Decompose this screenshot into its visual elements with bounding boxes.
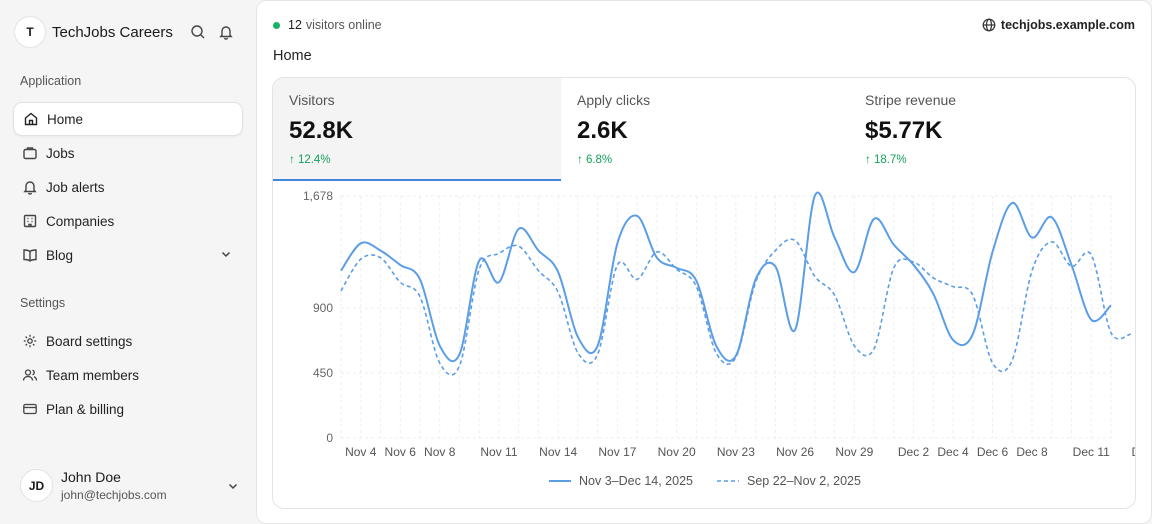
credit-card-icon	[21, 400, 39, 418]
settings-nav: Board settings Team members Plan & billi…	[13, 324, 243, 426]
chevron-down-icon[interactable]	[219, 247, 233, 264]
sidebar-item-label: Jobs	[46, 145, 75, 161]
x-tick-label: Nov 17	[598, 445, 636, 459]
online-count: 12	[288, 18, 302, 32]
stat-change: ↑ 12.4%	[289, 154, 331, 166]
y-tick-label: 900	[313, 301, 333, 315]
online-text: visitors online	[305, 18, 382, 32]
sidebar-item-label: Plan & billing	[46, 401, 125, 417]
x-tick-label: Nov 29	[835, 445, 873, 459]
stat-change: ↑ 6.8%	[577, 154, 613, 166]
sidebar-item-board-settings[interactable]: Board settings	[13, 324, 243, 358]
stat-change: ↑ 18.7%	[865, 154, 907, 166]
tab-apply-clicks[interactable]: Apply clicks 2.6K ↑ 6.8%	[561, 78, 849, 181]
x-tick-label: Dec 4	[937, 445, 969, 459]
sidebar-item-label: Home	[47, 111, 84, 127]
sidebar: T TechJobs Careers Application Home Jobs…	[0, 0, 256, 524]
site-domain: techjobs.example.com	[1000, 18, 1135, 32]
application-nav: Home Jobs Job alerts Companies Blog	[13, 102, 243, 272]
globe-icon	[982, 18, 996, 32]
x-tick-label: Nov 14	[539, 445, 577, 459]
legend-label: Sep 22–Nov 2, 2025	[746, 474, 861, 488]
avatar: JD	[20, 469, 53, 502]
sidebar-item-jobs[interactable]: Jobs	[13, 136, 243, 170]
briefcase-icon	[21, 144, 39, 162]
x-tick-label: Dec 8	[1016, 445, 1048, 459]
stat-value: 2.6K	[577, 117, 628, 144]
main-panel: 12 visitors online techjobs.example.com …	[256, 0, 1152, 524]
sidebar-item-plan-billing[interactable]: Plan & billing	[13, 392, 243, 426]
x-tick-label: Nov 4	[345, 445, 377, 459]
users-icon	[21, 366, 39, 384]
x-tick-label: Nov 26	[776, 445, 814, 459]
bell-icon	[21, 178, 39, 196]
brand-logo: T	[14, 16, 46, 48]
user-name: John Doe	[61, 469, 121, 485]
sidebar-item-companies[interactable]: Companies	[13, 204, 243, 238]
legend-item-current: Nov 3–Dec 14, 2025	[549, 474, 693, 488]
user-email: john@techjobs.com	[61, 488, 167, 502]
sidebar-item-blog[interactable]: Blog	[13, 238, 243, 272]
x-tick-label: Dec 2	[898, 445, 930, 459]
home-icon	[22, 110, 40, 128]
sidebar-item-home[interactable]: Home	[13, 102, 243, 136]
x-tick-label: Nov 11	[480, 445, 517, 459]
y-tick-label: 0	[326, 431, 333, 445]
site-domain-link[interactable]: techjobs.example.com	[982, 18, 1135, 32]
user-menu[interactable]: JD John Doe john@techjobs.com	[20, 469, 240, 502]
x-tick-label: Dec 11	[1073, 445, 1110, 459]
x-tick-label: Nov 20	[658, 445, 696, 459]
sidebar-item-label: Team members	[46, 367, 140, 383]
x-tick-label: Nov 6	[385, 445, 417, 459]
online-indicator: 12 visitors online	[273, 18, 382, 32]
brand-name: TechJobs Careers	[52, 23, 173, 41]
online-dot-icon	[273, 21, 280, 29]
x-tick-label: Dec 6	[977, 445, 1009, 459]
page-title: Home	[273, 48, 312, 64]
sidebar-item-label: Board settings	[46, 333, 133, 349]
stat-label: Apply clicks	[577, 92, 651, 108]
chevron-down-icon[interactable]	[226, 479, 240, 496]
y-tick-label: 1,678	[303, 189, 333, 203]
section-label-application: Application	[20, 74, 82, 88]
stat-value: $5.77K	[865, 117, 943, 144]
sidebar-item-label: Job alerts	[46, 179, 105, 195]
x-tick-label: Nov 8	[424, 445, 456, 459]
gear-icon	[21, 332, 39, 350]
chart-legend: Nov 3–Dec 14, 2025 Sep 22–Nov 2, 2025	[273, 474, 1135, 488]
tab-stripe-revenue[interactable]: Stripe revenue $5.77K ↑ 18.7%	[849, 78, 1135, 181]
sidebar-item-label: Companies	[46, 213, 115, 229]
sidebar-item-label: Blog	[46, 247, 74, 263]
building-icon	[21, 212, 39, 230]
brand[interactable]: T TechJobs Careers	[14, 16, 173, 48]
sidebar-item-team-members[interactable]: Team members	[13, 358, 243, 392]
legend-item-previous: Sep 22–Nov 2, 2025	[716, 474, 861, 488]
series-line-current	[340, 191, 1112, 363]
analytics-card: Visitors 52.8K ↑ 12.4% Apply clicks 2.6K…	[272, 77, 1136, 509]
x-tick-label: Nov 23	[717, 445, 755, 459]
search-icon[interactable]	[190, 24, 206, 40]
x-tick-label: Dec 14	[1131, 445, 1136, 459]
legend-label: Nov 3–Dec 14, 2025	[579, 474, 693, 488]
stat-label: Stripe revenue	[865, 92, 957, 108]
section-label-settings: Settings	[20, 296, 66, 310]
series-line-previous	[340, 238, 1131, 376]
stat-value: 52.8K	[289, 117, 354, 144]
sidebar-item-job-alerts[interactable]: Job alerts	[13, 170, 243, 204]
book-icon	[21, 246, 39, 264]
tab-visitors[interactable]: Visitors 52.8K ↑ 12.4%	[273, 78, 561, 181]
visitors-line-chart: 0 450 900 1,678 Nov 4 Nov 6 Nov 8 Nov 11 Nov 14 N…	[303, 189, 1136, 459]
y-tick-label: 450	[313, 366, 333, 380]
stat-label: Visitors	[289, 92, 335, 108]
notifications-bell-icon[interactable]	[218, 24, 234, 40]
